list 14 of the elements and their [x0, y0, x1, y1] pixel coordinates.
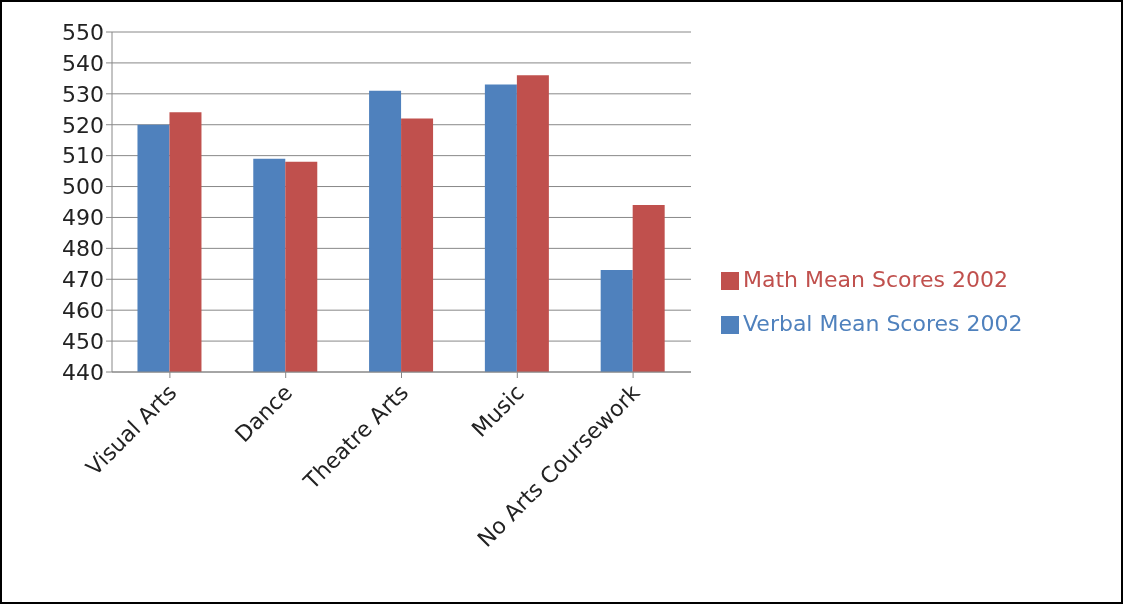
y-tick-label: 480	[62, 236, 104, 262]
y-tick-label: 490	[62, 205, 104, 231]
y-tick-label: 440	[62, 359, 104, 385]
legend-label: Verbal Mean Scores 2002	[743, 311, 1023, 336]
y-tick-label: 450	[62, 328, 104, 354]
y-tick-label: 550	[62, 19, 104, 45]
y-tick-label: 510	[62, 143, 104, 169]
y-tick-label: 470	[62, 267, 104, 293]
y-tick-label: 520	[62, 112, 104, 138]
y-tick-label: 500	[62, 174, 104, 200]
y-tick-label: 540	[62, 50, 104, 76]
y-tick-label: 460	[62, 297, 104, 323]
legend-label: Math Mean Scores 2002	[743, 267, 1009, 292]
y-tick-label: 530	[62, 81, 104, 107]
